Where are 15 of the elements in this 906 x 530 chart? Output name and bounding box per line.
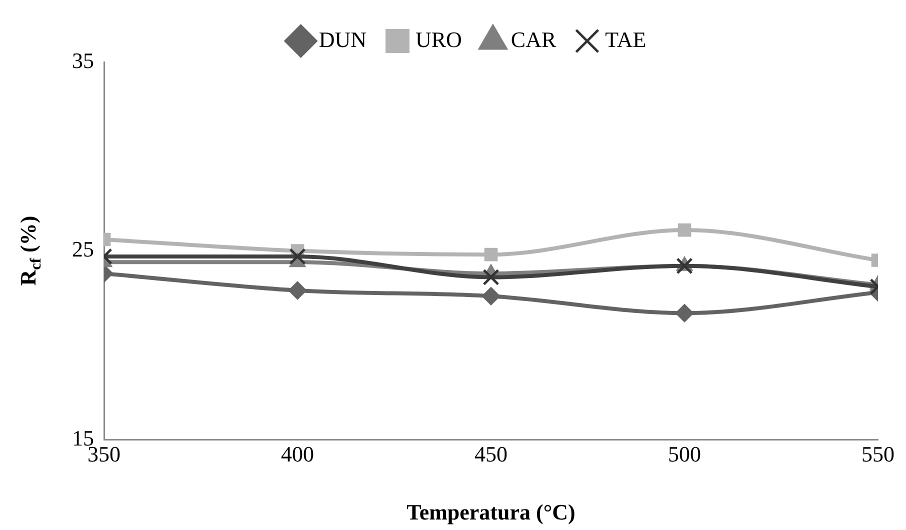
- y-axis-title: Rcf (%): [16, 216, 45, 286]
- x-axis-title: Temperatura (°C): [406, 500, 576, 525]
- legend-label: TAE: [605, 26, 646, 52]
- x-tick-label: 550: [862, 442, 894, 467]
- legend-label: CAR: [510, 26, 556, 52]
- y-tick-label: 35: [72, 48, 94, 73]
- x-tick-label: 400: [281, 442, 314, 467]
- point: [482, 268, 500, 286]
- point: [484, 248, 498, 262]
- x-tick-label: 450: [474, 442, 508, 467]
- x-tick-label: 500: [668, 442, 701, 467]
- legend-label: DUN: [318, 26, 367, 52]
- point: [482, 287, 500, 306]
- y-tick-label: 25: [72, 236, 94, 262]
- legend-label: URO: [415, 26, 462, 52]
